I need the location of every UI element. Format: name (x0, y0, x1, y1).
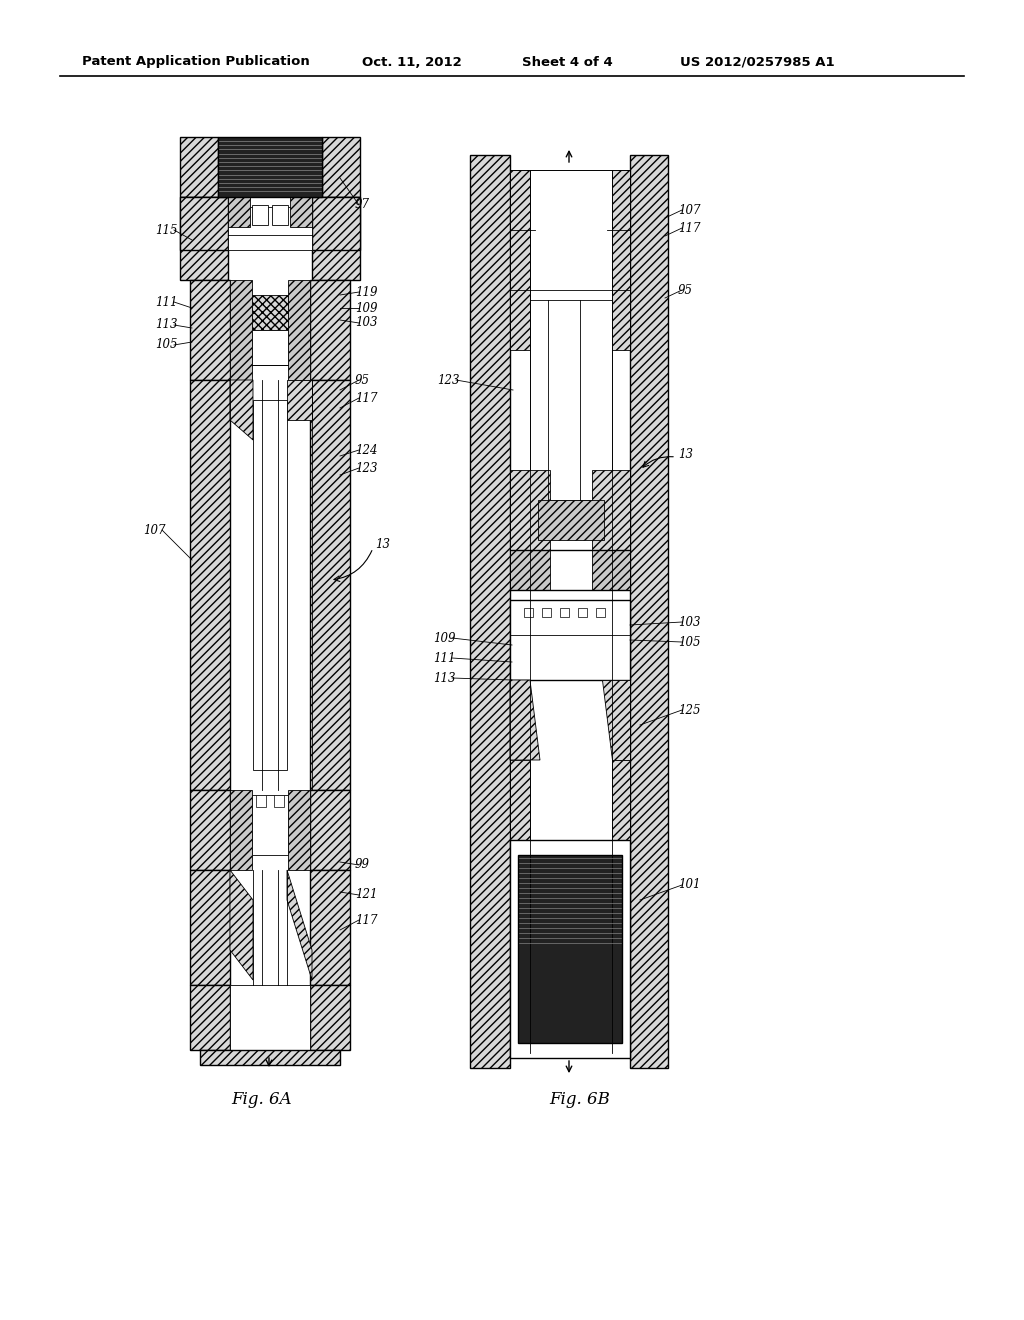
Text: 13: 13 (375, 539, 390, 552)
Bar (310, 870, 350, 985)
Text: 125: 125 (678, 704, 700, 717)
Bar (230, 280, 252, 380)
Bar (510, 840, 630, 1059)
Text: 115: 115 (156, 223, 178, 236)
Text: 103: 103 (678, 615, 700, 628)
Bar (252, 330, 288, 366)
Polygon shape (287, 380, 312, 420)
Text: 121: 121 (355, 888, 378, 902)
Bar (538, 500, 604, 540)
Bar (524, 609, 534, 616)
Polygon shape (230, 380, 253, 440)
Bar (630, 154, 668, 1068)
Bar (542, 609, 551, 616)
Bar (190, 870, 230, 985)
Text: 111: 111 (156, 296, 178, 309)
Text: Patent Application Publication: Patent Application Publication (82, 55, 309, 69)
Bar (578, 609, 587, 616)
Bar (228, 197, 250, 227)
Text: Fig. 6B: Fig. 6B (550, 1092, 610, 1109)
Text: 117: 117 (678, 222, 700, 235)
Bar (510, 760, 530, 840)
Bar (312, 197, 360, 249)
Text: 123: 123 (355, 462, 378, 474)
Text: 119: 119 (355, 285, 378, 298)
Bar (310, 280, 350, 380)
Bar (510, 601, 630, 680)
Text: 99: 99 (355, 858, 370, 871)
Text: 107: 107 (143, 524, 166, 536)
Text: Fig. 6A: Fig. 6A (231, 1092, 292, 1109)
Bar (190, 985, 230, 1049)
Bar (228, 207, 312, 249)
Text: 117: 117 (355, 392, 378, 404)
Polygon shape (287, 870, 312, 979)
Bar (180, 137, 218, 197)
Text: 109: 109 (433, 631, 456, 644)
Bar (560, 609, 569, 616)
Text: Oct. 11, 2012: Oct. 11, 2012 (362, 55, 462, 69)
Polygon shape (510, 680, 540, 760)
Text: 123: 123 (437, 374, 460, 387)
Bar (530, 300, 612, 500)
Bar (274, 795, 284, 807)
Bar (322, 137, 360, 197)
Bar (592, 550, 630, 590)
Bar (180, 197, 228, 280)
Bar (310, 789, 350, 870)
Text: 107: 107 (678, 203, 700, 216)
Polygon shape (602, 680, 630, 760)
Text: 105: 105 (156, 338, 178, 351)
Text: 13: 13 (678, 449, 693, 462)
Text: 101: 101 (678, 879, 700, 891)
Bar (310, 985, 350, 1049)
Bar (190, 380, 230, 789)
Bar (592, 470, 630, 550)
Bar (530, 170, 612, 350)
Bar (310, 380, 350, 789)
Bar (218, 137, 322, 197)
Text: 103: 103 (355, 317, 378, 330)
Text: 95: 95 (678, 284, 693, 297)
Bar (272, 205, 288, 224)
Text: US 2012/0257985 A1: US 2012/0257985 A1 (680, 55, 835, 69)
Bar (252, 294, 288, 330)
Bar (252, 205, 268, 224)
Text: 95: 95 (355, 374, 370, 387)
Text: 105: 105 (678, 635, 700, 648)
Bar (510, 170, 530, 350)
Bar (510, 470, 550, 550)
Bar (200, 1049, 340, 1065)
Bar (470, 154, 510, 1068)
Text: 117: 117 (355, 913, 378, 927)
Bar (230, 789, 252, 870)
Bar (290, 197, 312, 227)
Bar (510, 550, 550, 590)
Text: Sheet 4 of 4: Sheet 4 of 4 (522, 55, 612, 69)
Bar (180, 197, 228, 249)
Bar (190, 789, 230, 870)
Bar (256, 795, 266, 807)
Text: 111: 111 (433, 652, 456, 664)
Text: 97: 97 (355, 198, 370, 211)
Bar (288, 280, 310, 380)
Polygon shape (230, 870, 253, 979)
Text: 113: 113 (156, 318, 178, 331)
Bar (596, 609, 605, 616)
Text: 124: 124 (355, 444, 378, 457)
Bar (612, 760, 630, 840)
Bar (518, 855, 622, 1043)
Bar (230, 985, 310, 1049)
Bar (190, 280, 230, 380)
Bar (253, 400, 287, 770)
Text: 113: 113 (433, 672, 456, 685)
Bar (288, 789, 310, 870)
Bar (252, 795, 288, 855)
Bar (612, 170, 630, 350)
Text: 109: 109 (355, 301, 378, 314)
Bar (312, 197, 360, 280)
